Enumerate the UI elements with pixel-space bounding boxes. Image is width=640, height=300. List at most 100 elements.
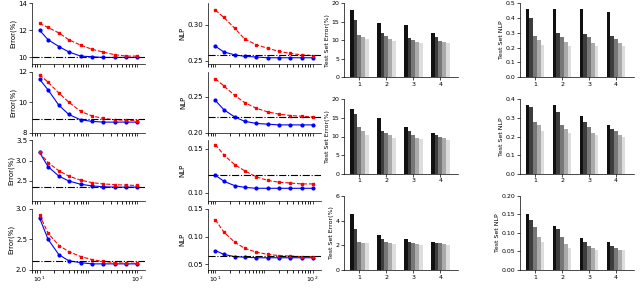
Bar	[529, 107, 533, 174]
Bar	[392, 244, 396, 270]
Bar	[621, 46, 625, 77]
Y-axis label: Test Set NLP: Test Set NLP	[499, 21, 504, 59]
Bar	[595, 135, 598, 174]
Bar	[564, 244, 568, 270]
Bar	[381, 239, 385, 270]
Bar	[607, 242, 611, 270]
Bar	[377, 118, 381, 174]
Bar	[357, 127, 361, 174]
Bar	[412, 243, 415, 270]
Bar	[392, 138, 396, 174]
Bar	[435, 243, 438, 270]
Bar	[580, 238, 584, 270]
Bar	[591, 248, 595, 270]
Bar	[584, 34, 587, 77]
Bar	[446, 245, 450, 270]
Bar	[618, 250, 621, 270]
Bar	[529, 18, 533, 77]
Y-axis label: Error(%): Error(%)	[10, 88, 17, 117]
Y-axis label: NLP: NLP	[180, 27, 186, 40]
Bar	[541, 242, 545, 270]
Bar	[584, 122, 587, 174]
Bar	[435, 37, 438, 77]
Bar	[408, 131, 412, 174]
Bar	[618, 135, 621, 174]
Y-axis label: Test Set Error(%): Test Set Error(%)	[329, 206, 334, 260]
Bar	[568, 133, 572, 174]
Bar	[552, 226, 556, 270]
Bar	[446, 140, 450, 174]
Bar	[537, 237, 541, 270]
Bar	[404, 127, 408, 174]
Bar	[357, 242, 361, 270]
Bar	[353, 20, 357, 77]
Bar	[446, 43, 450, 77]
Bar	[385, 36, 388, 77]
Bar	[568, 46, 572, 77]
Bar	[388, 243, 392, 270]
Bar	[611, 129, 614, 174]
Bar	[365, 243, 369, 270]
Bar	[525, 9, 529, 77]
Bar	[350, 214, 353, 270]
Bar	[377, 23, 381, 77]
Bar	[357, 34, 361, 77]
Bar	[584, 242, 587, 270]
Bar	[591, 43, 595, 77]
Bar	[560, 125, 564, 174]
Bar	[419, 43, 422, 77]
Bar	[556, 112, 560, 174]
Y-axis label: Test Set Error(%): Test Set Error(%)	[325, 110, 330, 163]
Bar	[611, 246, 614, 270]
Bar	[442, 138, 446, 174]
Bar	[381, 33, 385, 77]
Y-axis label: Test Set Error(%): Test Set Error(%)	[325, 14, 330, 67]
Y-axis label: NLP: NLP	[180, 233, 186, 246]
Bar	[580, 116, 584, 174]
Bar	[618, 43, 621, 77]
Y-axis label: Error(%): Error(%)	[10, 19, 17, 48]
Bar	[568, 248, 572, 270]
Bar	[431, 33, 435, 77]
Bar	[614, 131, 618, 174]
Bar	[392, 41, 396, 77]
Y-axis label: Error(%): Error(%)	[8, 156, 15, 185]
Bar	[415, 42, 419, 77]
Bar	[353, 229, 357, 270]
Bar	[412, 40, 415, 77]
Bar	[361, 131, 365, 174]
Bar	[587, 37, 591, 77]
Bar	[361, 37, 365, 77]
Bar	[611, 36, 614, 77]
Bar	[350, 11, 353, 77]
Bar	[541, 44, 545, 77]
Y-axis label: Test Set NLP: Test Set NLP	[495, 214, 500, 252]
Bar	[537, 40, 541, 77]
Bar	[419, 245, 422, 270]
Bar	[361, 243, 365, 270]
Y-axis label: Test Set NLP: Test Set NLP	[499, 117, 504, 156]
Bar	[533, 227, 537, 270]
Bar	[533, 122, 537, 174]
Bar	[556, 33, 560, 77]
Bar	[419, 140, 422, 174]
Y-axis label: NLP: NLP	[180, 164, 186, 177]
Bar	[404, 25, 408, 77]
Bar	[365, 135, 369, 174]
Bar	[621, 136, 625, 174]
Bar	[438, 243, 442, 270]
Bar	[525, 105, 529, 174]
Bar	[408, 38, 412, 77]
Y-axis label: NLP: NLP	[180, 96, 186, 109]
Bar	[438, 41, 442, 77]
Bar	[404, 239, 408, 270]
Bar	[353, 114, 357, 174]
Bar	[595, 250, 598, 270]
Bar	[408, 242, 412, 270]
Bar	[587, 127, 591, 174]
Bar	[541, 131, 545, 174]
Bar	[580, 9, 584, 77]
Bar	[537, 125, 541, 174]
Bar	[591, 133, 595, 174]
Bar	[556, 229, 560, 270]
